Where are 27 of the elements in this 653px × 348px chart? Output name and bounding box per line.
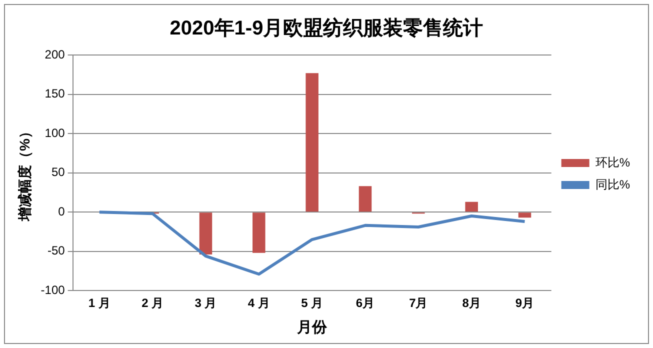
y-tick-label: -50	[47, 244, 66, 258]
x-tick-label: 4 月	[248, 296, 270, 310]
x-axis-title: 月份	[296, 319, 328, 336]
legend-label: 同比%	[595, 177, 630, 192]
y-tick-label: 150	[44, 86, 66, 101]
bar	[518, 212, 532, 218]
bar	[306, 73, 318, 212]
legend-label: 环比%	[595, 155, 630, 170]
chart-title: 2020年1-9月欧盟纺织服装零售统计	[170, 16, 484, 40]
x-tick-label: 3 月	[194, 296, 217, 310]
bar	[465, 202, 478, 212]
x-tick-label: 2 月	[142, 296, 164, 310]
x-tick-label: 8月	[462, 296, 481, 310]
x-tick-label: 9月	[515, 296, 534, 310]
y-tick-label: 50	[51, 165, 66, 180]
y-tick-label: 0	[58, 204, 66, 218]
bar	[252, 212, 266, 253]
x-tick-label: 6月	[356, 296, 375, 310]
x-tick-label: 1 月	[88, 296, 110, 310]
y-tick-label: -100	[40, 282, 66, 297]
x-tick-label: 5 月	[301, 296, 324, 310]
y-axis-title: 增减幅度（%）	[16, 124, 32, 222]
x-tick-label: 7月	[409, 296, 428, 310]
y-tick-label: 200	[44, 47, 66, 62]
bar	[199, 212, 212, 254]
bar	[358, 186, 372, 212]
y-tick-label: 100	[44, 126, 66, 140]
